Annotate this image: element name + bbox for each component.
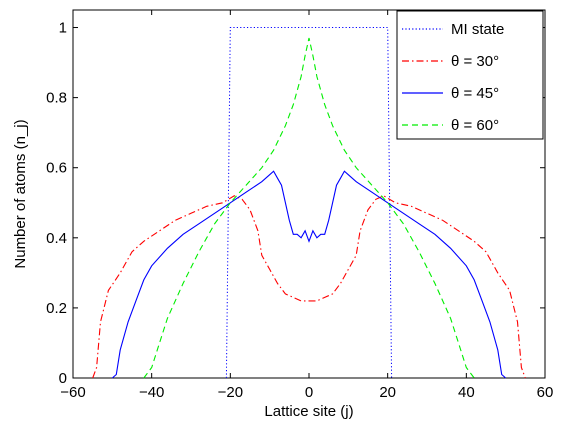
y-tick-label: 0 [59, 370, 67, 387]
series-line-1 [92, 195, 526, 379]
x-tick-label: 40 [458, 384, 475, 401]
y-tick-label: 0.2 [46, 300, 67, 317]
x-tick-label: −20 [218, 384, 243, 401]
x-tick-label: −40 [139, 384, 164, 401]
x-axis-label: Lattice site (j) [264, 403, 353, 420]
y-tick-label: 0.4 [46, 230, 67, 247]
legend-label-3: θ = 60° [451, 117, 499, 134]
x-tick-label: −60 [60, 384, 85, 401]
series-line-2 [111, 170, 507, 379]
x-tick-label: 20 [379, 384, 396, 401]
y-tick-label: 1 [59, 20, 67, 37]
series-line-3 [143, 37, 475, 379]
legend-label-0: MI state [451, 21, 504, 38]
legend-box [396, 10, 544, 140]
legend-label-2: θ = 45° [451, 85, 499, 102]
y-tick-label: 0.6 [46, 160, 67, 177]
x-tick-label: 60 [537, 384, 554, 401]
legend-label-1: θ = 30° [451, 53, 499, 70]
y-tick-label: 0.8 [46, 90, 67, 107]
legend: MI state θ = 30° θ = 45° θ = 60° [396, 10, 544, 140]
series-layer [92, 27, 526, 379]
y-axis-label: Number of atoms (n_j) [12, 119, 29, 268]
series-line-0 [225, 27, 393, 379]
x-tick-label: 0 [305, 384, 313, 401]
